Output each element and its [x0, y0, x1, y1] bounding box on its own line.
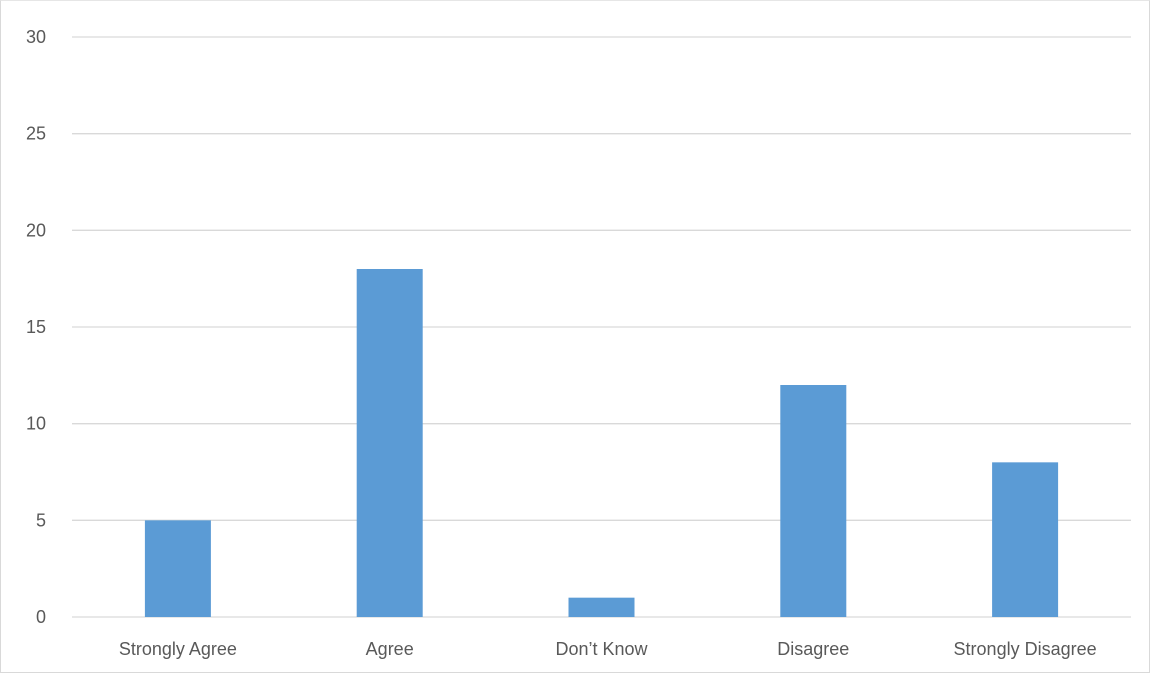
bar-strongly-agree: [144, 520, 211, 617]
x-tick-label: Don’t Know: [555, 639, 648, 659]
x-tick-label: Strongly Disagree: [954, 639, 1097, 659]
bar-strongly-disagree: [992, 462, 1059, 617]
x-tick-label: Strongly Agree: [119, 639, 237, 659]
y-tick-label: 30: [26, 27, 46, 47]
bar-agree: [356, 269, 423, 617]
y-tick-label: 15: [26, 317, 46, 337]
x-axis-ticks: Strongly Agree Agree Don’t Know Disagree Str…: [119, 639, 1097, 659]
bars: [144, 269, 1059, 617]
bar-disagree: [780, 385, 847, 617]
y-tick-label: 20: [26, 220, 46, 240]
x-tick-label: Disagree: [777, 639, 849, 659]
x-tick-label: Agree: [366, 639, 414, 659]
y-tick-label: 25: [26, 124, 46, 144]
bar-don-t-know: [568, 597, 635, 617]
y-tick-label: 5: [36, 510, 46, 530]
gridlines: [72, 36, 1131, 618]
y-tick-label: 0: [36, 607, 46, 627]
y-axis-ticks: 0 5 10 15 20 25 30: [26, 27, 46, 627]
y-tick-label: 10: [26, 414, 46, 434]
